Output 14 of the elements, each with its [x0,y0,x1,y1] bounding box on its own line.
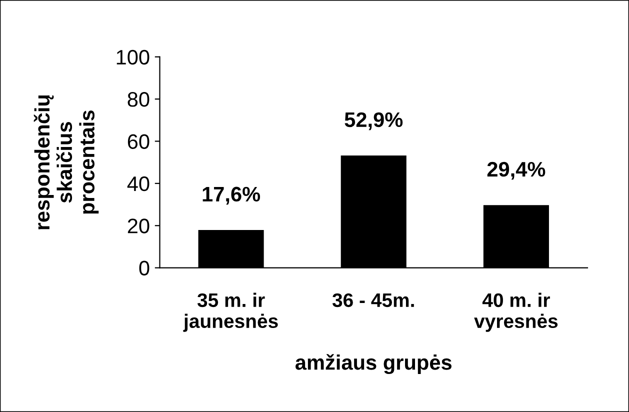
y-tick-label: 40 [127,176,150,192]
x-tick-label: 40 m. ir vyresnės [474,292,558,332]
x-axis-title: amžiaus grupės [296,354,452,374]
y-tick-label: 80 [128,92,150,107]
x-tick-label: 35 m. ir jaunesnės [183,292,278,332]
y-tick-label: 20 [128,218,150,234]
y-tick-label: 100 [116,50,150,65]
data-label: 52,9% [344,112,403,130]
data-label: 17,6% [202,186,260,205]
x-tick-label: 36 - 45m. [332,293,414,308]
data-label: 29,4% [487,162,546,180]
y-tick-label: 0 [139,260,150,276]
y-tick-label: 60 [128,134,150,149]
y-axis-title: respondenčių skaičius procentais [34,95,99,230]
